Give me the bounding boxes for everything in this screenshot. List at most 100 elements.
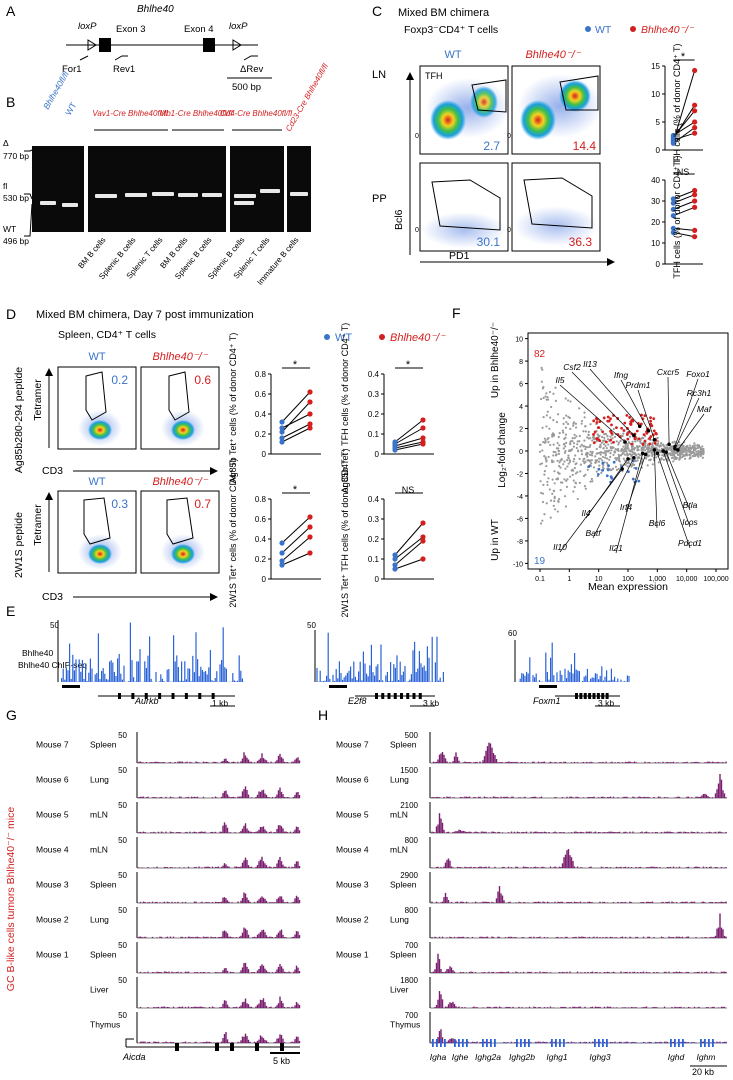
ma-point: [540, 397, 543, 401]
ma-point: [584, 445, 588, 449]
ma-point: [574, 472, 578, 475]
ko-point: [692, 130, 698, 136]
ma-up-ko: [645, 431, 649, 435]
track-scale: 50: [118, 731, 127, 740]
y-tick-label: 0.1: [368, 430, 380, 439]
ma-point: [562, 422, 565, 425]
size-delta: Δ: [3, 138, 9, 148]
gene-leader: [674, 397, 700, 449]
igh-gene-label: Ighm: [697, 1052, 716, 1062]
igh-exon: [674, 1039, 676, 1047]
ma-point: [601, 435, 604, 439]
ma-point: [552, 454, 555, 457]
ma-point: [601, 455, 605, 459]
ma-up-ko: [601, 430, 605, 434]
ma-up-ko: [639, 422, 643, 426]
pair-line: [281, 526, 311, 554]
ma-point: [576, 443, 579, 446]
ma-point: [544, 395, 547, 398]
ma-up-ko: [649, 422, 653, 426]
ko-point: [692, 187, 698, 194]
ma-point: [573, 457, 576, 461]
gene-label: Il13: [583, 359, 597, 369]
ma-point: [604, 454, 607, 457]
aicda-tss-arrow-icon: [125, 1038, 134, 1047]
ma-point: [656, 442, 660, 445]
panel-label-b: B: [6, 94, 15, 110]
ma-point: [646, 447, 649, 450]
y-tick-label: 0: [375, 575, 380, 584]
y-tick-label: 0.4: [368, 495, 380, 504]
ko-point: [692, 234, 698, 240]
pct-d1-ko: 0.6: [194, 373, 211, 387]
track-scale: 1500: [400, 766, 418, 775]
ma-point: [598, 464, 601, 467]
c-xaxis-arrow-head-icon: [607, 258, 615, 266]
ma-up-ko: [625, 433, 629, 436]
track-mouse: Mouse 7: [36, 739, 69, 749]
ma-point: [609, 452, 612, 455]
ma-up-ko: [641, 442, 645, 446]
wt-point: [279, 550, 285, 556]
track-tissue: Thymus: [90, 1019, 120, 1029]
gene-leader: [654, 449, 658, 529]
ma-point: [572, 421, 576, 424]
ma-point: [694, 448, 697, 451]
d-yarrow-1-head-icon: [45, 368, 53, 376]
ma-point: [624, 444, 627, 447]
ma-point: [574, 482, 578, 485]
track-tissue: Lung: [90, 914, 109, 924]
igh-exon: [520, 1039, 522, 1047]
ma-point: [544, 457, 547, 461]
ma-point: [545, 502, 548, 505]
ma-point: [568, 459, 571, 462]
ma-point: [627, 460, 630, 463]
size-496: 496 bp: [3, 236, 29, 246]
ma-point: [572, 424, 575, 427]
c-zero-2: 0: [507, 133, 511, 140]
wt-point: [392, 447, 398, 453]
pair-line: [673, 227, 695, 231]
band-ctrl-1: [40, 201, 56, 205]
ma-point: [557, 498, 561, 501]
ma-point: [662, 458, 665, 461]
d-c4-ylabel: 2W1S Tet⁺ TFH cells (% of donor CD4⁺ T): [340, 448, 350, 617]
ma-point: [595, 470, 598, 473]
ma-point: [640, 437, 643, 440]
gene-point: [623, 440, 627, 444]
igh-exon: [594, 1039, 596, 1047]
band-cd4-2: [234, 201, 254, 205]
flow-plot-ln-wt: [419, 65, 510, 155]
panel-label-f: F: [452, 305, 461, 321]
y-tick-label: 0: [656, 146, 661, 155]
ma-point: [543, 437, 546, 440]
ma-point: [634, 440, 637, 443]
ma-point: [542, 396, 545, 399]
ma-point: [557, 435, 560, 439]
y-tick-label: 0.3: [368, 515, 380, 524]
ma-point: [634, 453, 637, 456]
ma-point: [587, 430, 590, 434]
ma-point: [557, 472, 560, 475]
f-count-wt: 19: [534, 556, 546, 567]
gel-ctrl: [32, 146, 84, 232]
ma-point: [541, 449, 544, 452]
ma-point: [558, 461, 561, 464]
ma-point: [551, 461, 554, 464]
aicda-exon: [215, 1043, 219, 1051]
size-markers: [24, 149, 33, 237]
ma-point: [580, 422, 583, 425]
ma-point: [591, 450, 594, 454]
ma-point: [600, 441, 603, 444]
ma-point: [541, 426, 544, 429]
ma-point: [626, 442, 629, 446]
ma-point: [556, 478, 559, 481]
ma-point: [541, 387, 544, 390]
ma-point: [586, 455, 589, 458]
ma-point: [540, 380, 543, 383]
igh-exon: [444, 1039, 446, 1047]
ma-up-ko: [623, 421, 627, 425]
ma-point: [628, 435, 632, 438]
ma-point: [665, 446, 668, 449]
ma-point: [624, 449, 628, 452]
